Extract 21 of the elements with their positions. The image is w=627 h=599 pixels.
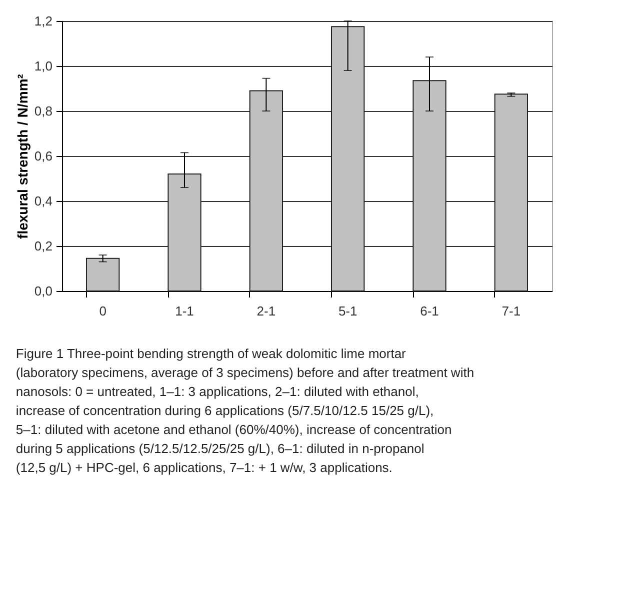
bar — [412, 80, 446, 292]
y-tick-label: 0,2 — [34, 238, 52, 254]
y-tick-label: 0,0 — [34, 284, 52, 298]
bar — [86, 258, 120, 292]
x-tick-label: 2-1 — [256, 304, 276, 318]
y-tick-label: 1,0 — [34, 58, 52, 74]
x-tick-label: 0 — [99, 304, 106, 318]
y-tick-label: 0,6 — [34, 148, 52, 164]
bar — [494, 94, 528, 292]
x-tick-label: 6-1 — [420, 304, 439, 318]
y-tick-label: 0,4 — [34, 194, 52, 208]
y-tick-label: 0,8 — [34, 104, 52, 118]
caption: Figure 1 Three-point bending strength of weak dolomitic lime mortar (laboratory specimens, average of 3 specimens) before and after treatment with nanosols: 0 = untreated, 1–1: 3 applications, 2–1: diluted with ethanol, increase of concentration during 6 applications (5/7.5/10/12.5 15/25 g/L), 5–1: diluted with acetone and ethanol (60%/40%), increase of concentration during 5 applications (5/12.5/12.5/25/25 g/L), 6–1: diluted in n-propanol (12,5 g/L) + HPC-gel, 6 applications, 7–1: + 1 w/w, 3 applications. — [16, 346, 474, 475]
bar — [168, 174, 202, 292]
y-axis-title: flexural strength / N/mm² — [14, 74, 30, 239]
x-tick-label: 7-1 — [502, 304, 521, 318]
bar — [331, 26, 365, 292]
bar — [249, 90, 283, 292]
x-tick-label: 5-1 — [338, 304, 358, 318]
x-tick-label: 1-1 — [175, 304, 194, 318]
y-tick-label: 1,2 — [34, 14, 52, 28]
